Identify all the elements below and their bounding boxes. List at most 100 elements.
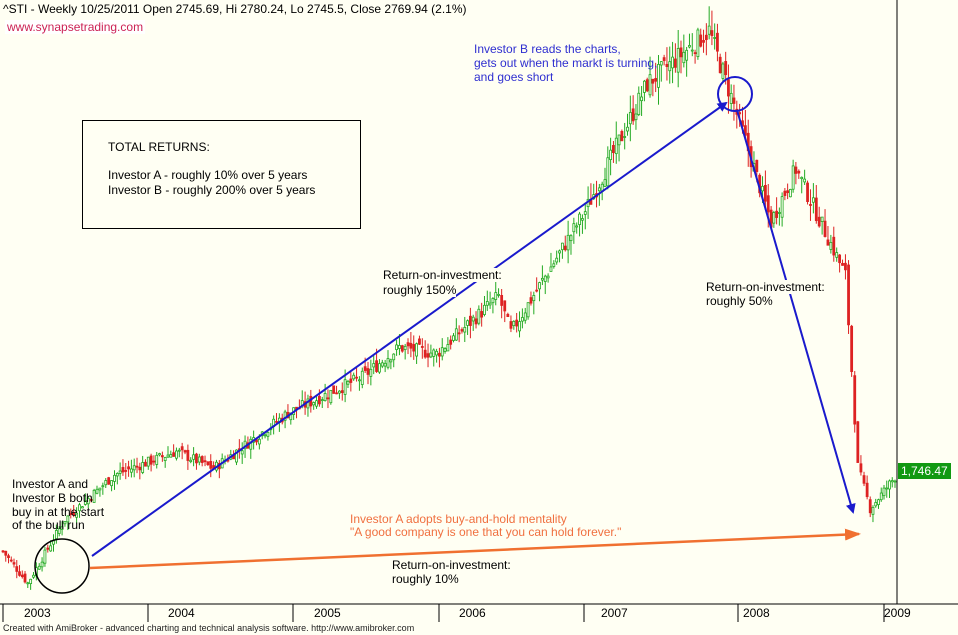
candle-body — [710, 30, 714, 37]
candle-body — [488, 302, 492, 306]
candle-body — [26, 582, 30, 585]
candle-body — [403, 345, 407, 350]
candle-body — [885, 487, 889, 490]
candle-body — [169, 454, 173, 458]
candle-body — [882, 487, 886, 497]
candle-body — [32, 574, 35, 578]
candle-body — [716, 32, 719, 52]
roi-50-label: Return-on-investment: — [706, 280, 825, 294]
candle-body — [826, 239, 830, 246]
candle-body — [797, 170, 801, 174]
candle-body — [772, 212, 776, 224]
candle-body — [561, 242, 564, 251]
candle-body — [420, 346, 424, 348]
candle-body — [893, 480, 897, 483]
candle-body — [702, 40, 705, 43]
candle-body — [707, 25, 711, 35]
candle-body — [186, 449, 190, 461]
candle-body — [500, 295, 504, 306]
x-axis-ticks — [2, 604, 885, 622]
candle-body — [57, 528, 61, 534]
candle-body — [101, 485, 105, 488]
candle-body — [29, 578, 33, 584]
candle-body — [581, 218, 584, 221]
candle-body — [543, 275, 547, 282]
candle-body — [540, 277, 544, 281]
candle-body — [578, 213, 581, 225]
candle-body — [206, 461, 210, 466]
candle-body — [761, 185, 764, 192]
candle-body — [160, 455, 164, 458]
candle-body — [326, 397, 330, 400]
candle-body — [363, 366, 367, 371]
candle-body — [426, 353, 430, 358]
candle-body — [890, 480, 894, 483]
candle-body — [820, 216, 824, 222]
candle-body — [693, 52, 697, 55]
candle-body — [572, 223, 576, 233]
candle-body — [563, 245, 567, 251]
candle-body — [118, 470, 122, 474]
candle-body — [400, 345, 404, 352]
candlestick-series — [1, 6, 897, 590]
candle-body — [856, 421, 860, 463]
candle-body — [423, 349, 427, 358]
candle-body — [850, 325, 854, 373]
candle-body — [438, 352, 441, 357]
candle-body — [862, 475, 866, 484]
candle-body — [673, 58, 677, 68]
candle-body — [43, 549, 47, 564]
candle-body — [406, 342, 410, 347]
candle-body — [888, 480, 891, 490]
candle-body — [355, 376, 358, 379]
candle-body — [829, 242, 833, 250]
candle-body — [378, 363, 381, 373]
candle-body — [603, 179, 607, 187]
candle-body — [81, 506, 84, 509]
candle-body — [654, 78, 658, 82]
candle-body — [620, 131, 624, 142]
candle-body — [95, 488, 99, 494]
candle-body — [648, 74, 652, 96]
tick-label-2007: 2007 — [601, 606, 628, 620]
candle-body — [682, 51, 686, 64]
candle-body — [75, 512, 79, 518]
candle-body — [158, 453, 161, 456]
candle-body — [124, 470, 128, 472]
website-link[interactable]: www.synapsetrading.com — [5, 20, 146, 34]
candle-body — [195, 453, 198, 464]
candle-body — [200, 456, 204, 463]
candle-body — [40, 561, 44, 568]
candle-body — [532, 295, 536, 302]
candle-body — [352, 374, 356, 380]
candle-body — [412, 344, 416, 352]
roi-10-label: Return-on-investment: — [392, 558, 511, 572]
candle-body — [197, 456, 201, 463]
candle-body — [113, 474, 116, 482]
candle-body — [841, 263, 844, 266]
candle-body — [529, 297, 533, 304]
candle-body — [777, 212, 781, 214]
candle-body — [107, 477, 111, 485]
candle-body — [583, 211, 587, 215]
candle-body — [662, 57, 666, 62]
candle-body — [183, 450, 187, 453]
roi-150-label: Return-on-investment: — [383, 268, 502, 282]
candle-body — [452, 335, 455, 341]
start-note-line3: buy in at the start — [12, 505, 105, 519]
candle-body — [718, 56, 722, 74]
candle-body — [612, 144, 615, 154]
candle-body — [480, 311, 484, 318]
candle-body — [526, 302, 530, 318]
candle-body — [727, 79, 730, 97]
candle-body — [454, 328, 458, 341]
candle-body — [775, 210, 779, 218]
candle-body — [383, 362, 387, 367]
candle-body — [395, 344, 398, 351]
candle-body — [266, 431, 270, 437]
candle-body — [853, 375, 857, 425]
candle-body — [15, 566, 19, 572]
candle-body — [69, 513, 73, 515]
candle-body — [755, 159, 759, 172]
chart-header: ^STI - Weekly 10/25/2011 Open 2745.69, H… — [3, 2, 467, 16]
